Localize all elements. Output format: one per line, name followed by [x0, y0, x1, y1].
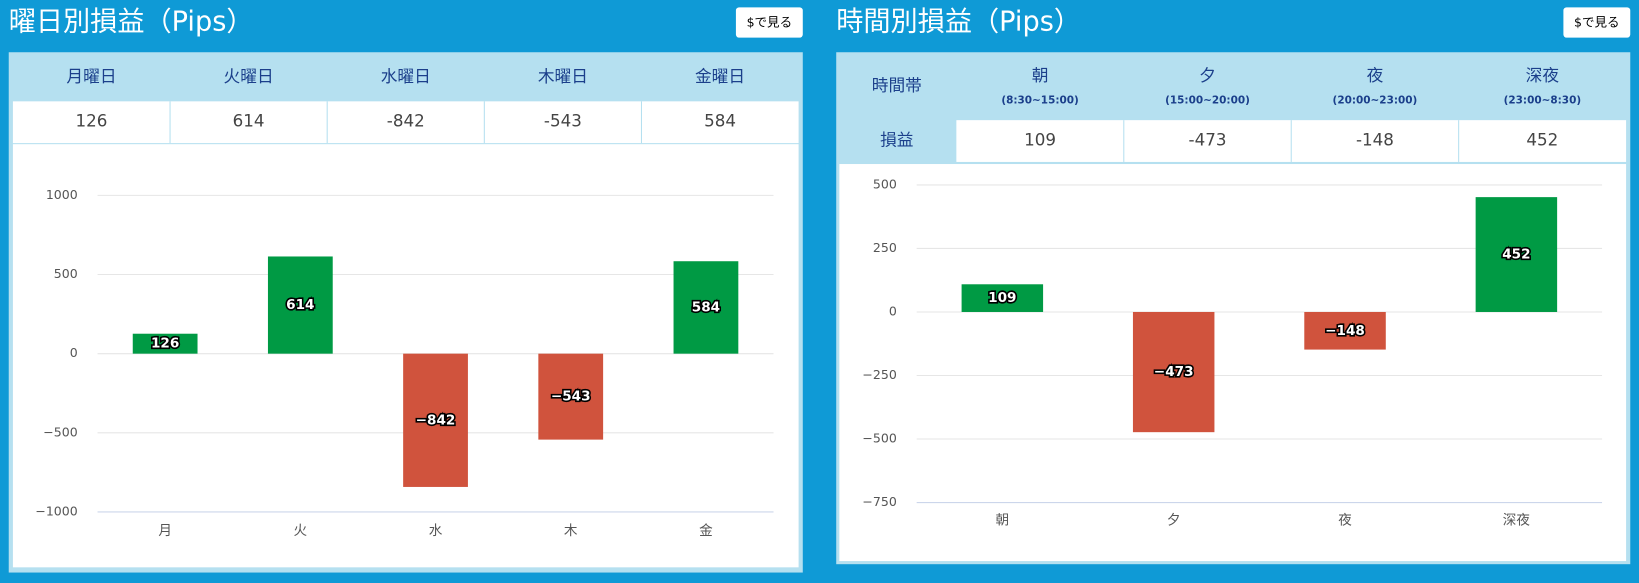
bar [961, 284, 1044, 312]
table-header: 朝 [1032, 65, 1049, 85]
y-tick-label: −250 [862, 367, 896, 382]
table-cell: -842 [387, 111, 425, 131]
data-label: 584 [692, 299, 720, 315]
x-tick-label: 月 [158, 523, 172, 539]
x-tick-label: 夜 [1338, 512, 1352, 528]
button-label[interactable]: $で見る [747, 14, 793, 29]
table-subheader: (8:30~15:00) [1001, 94, 1078, 106]
table-subheader: (15:00~20:00) [1165, 94, 1250, 106]
y-tick-label: −500 [43, 424, 77, 439]
table-cell: -473 [1189, 130, 1227, 150]
data-label: 452 [1502, 247, 1530, 263]
y-tick-label: −500 [862, 431, 896, 446]
x-tick-label: 深夜 [1503, 512, 1531, 528]
data-label: −148 [1325, 323, 1365, 339]
table-cell: -148 [1356, 130, 1394, 150]
data-label: −473 [1154, 364, 1194, 380]
y-tick-label: 250 [873, 240, 897, 255]
table-cell: 452 [1526, 130, 1558, 150]
data-label: −842 [416, 412, 456, 428]
panel-title: 時間別損益（Pips） [836, 6, 1081, 37]
y-tick-label: 1000 [46, 187, 78, 202]
table-header: 月曜日 [66, 66, 116, 86]
bar [403, 353, 468, 487]
table-row [12, 101, 799, 144]
table-corner: 時間帯 [872, 75, 922, 95]
x-tick-label: 朝 [996, 512, 1010, 528]
table-subheader: (23:00~8:30) [1504, 94, 1581, 106]
bar [1304, 311, 1386, 350]
table-cell: 126 [76, 111, 108, 131]
table-cell: 109 [1024, 130, 1056, 150]
table-header: 深夜 [1526, 65, 1560, 85]
bar [673, 261, 739, 354]
x-tick-label: 水 [429, 523, 443, 539]
y-tick-label: 0 [889, 303, 897, 318]
bar [132, 333, 198, 354]
bar [538, 353, 604, 440]
table-cell: -543 [544, 111, 582, 131]
y-tick-label: 500 [873, 176, 897, 191]
y-tick-label: 500 [54, 266, 78, 281]
table-header: 水曜日 [381, 66, 431, 86]
x-tick-label: 木 [564, 523, 578, 539]
data-label: 126 [151, 336, 179, 352]
button[interactable] [1563, 7, 1631, 38]
bar [267, 256, 333, 354]
data-label: 614 [286, 297, 314, 313]
table-header: 火曜日 [224, 66, 274, 86]
bar [1132, 311, 1215, 433]
button[interactable] [735, 7, 803, 38]
table-header: 夜 [1367, 65, 1384, 85]
data-label: 109 [988, 290, 1016, 306]
table-header: 木曜日 [538, 66, 588, 86]
button-label[interactable]: $で見る [1574, 14, 1620, 29]
data-label: −543 [551, 389, 591, 405]
table-header: 夕 [1199, 65, 1216, 85]
table-cell: 614 [233, 111, 265, 131]
table-subheader: (20:00~23:00) [1333, 94, 1418, 106]
table-cell: 584 [704, 111, 736, 131]
table-header: 金曜日 [695, 66, 745, 86]
bar [1475, 197, 1558, 312]
y-tick-label: 0 [70, 345, 78, 360]
x-tick-label: 金 [699, 523, 713, 539]
x-tick-label: 夕 [1167, 512, 1181, 528]
x-tick-label: 火 [294, 523, 308, 539]
panel-title: 曜日別損益（Pips） [9, 6, 254, 37]
y-tick-label: −1000 [35, 503, 77, 518]
row-label: 損益 [880, 130, 913, 150]
y-tick-label: −750 [862, 494, 896, 509]
